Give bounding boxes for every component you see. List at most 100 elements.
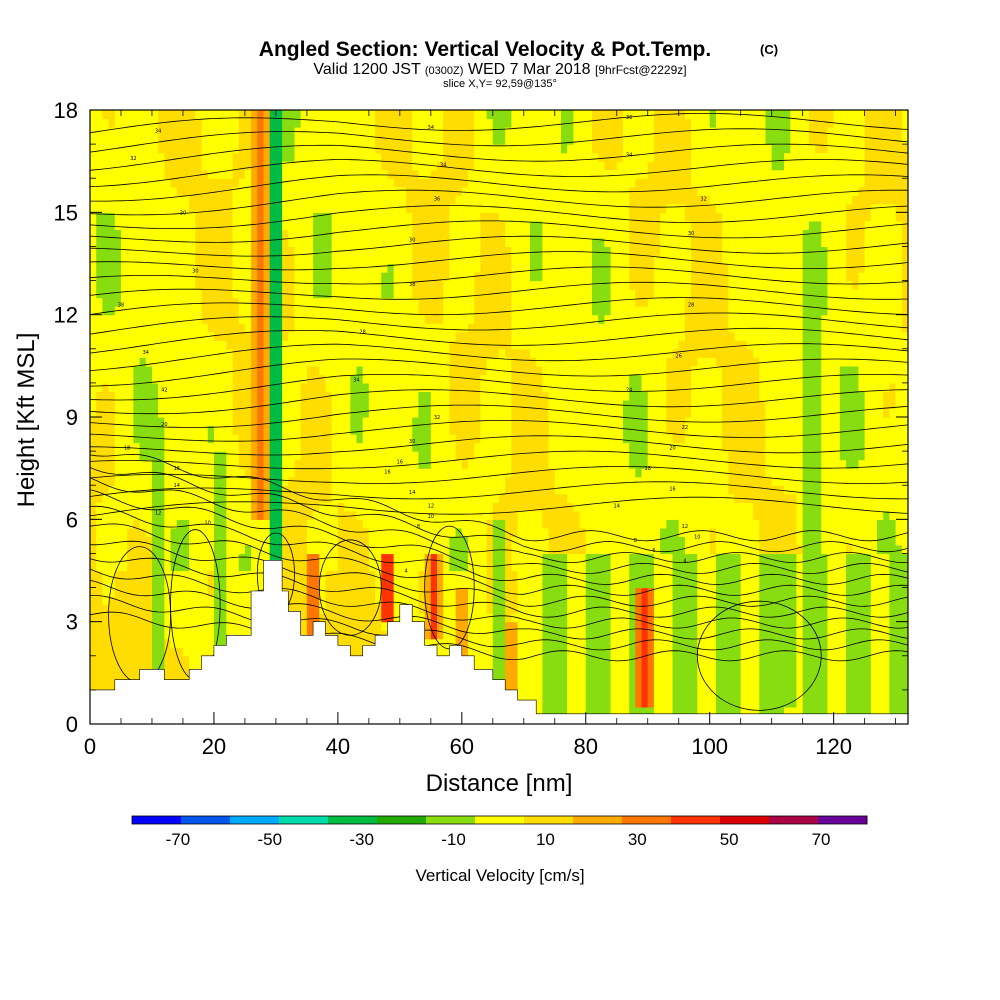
velocity-cell [362, 510, 370, 520]
velocity-cell [139, 519, 147, 529]
velocity-cell [127, 476, 134, 486]
velocity-cell [139, 263, 147, 273]
velocity-cell [189, 186, 196, 196]
velocity-cell [164, 553, 172, 563]
velocity-cell [207, 246, 215, 256]
velocity-cell [220, 638, 227, 648]
velocity-cell [356, 442, 364, 452]
velocity-cell [461, 203, 469, 213]
velocity-cell [257, 425, 265, 435]
velocity-cell [505, 365, 512, 375]
velocity-cell [486, 451, 494, 461]
velocity-cell [393, 340, 401, 350]
velocity-cell [486, 399, 494, 410]
velocity-cell [282, 536, 289, 546]
velocity-cell [176, 340, 184, 350]
velocity-cell [96, 323, 103, 333]
velocity-cell [127, 246, 134, 256]
velocity-cell [133, 246, 141, 256]
velocity-cell [306, 280, 314, 290]
velocity-cell [406, 434, 413, 444]
velocity-cell [455, 229, 463, 239]
velocity-cell [145, 348, 153, 358]
velocity-cell [430, 596, 438, 606]
velocity-cell [108, 399, 116, 410]
velocity-cell [127, 169, 134, 179]
velocity-cell [201, 357, 209, 367]
velocity-cell [96, 203, 103, 213]
velocity-cell [294, 272, 302, 282]
velocity-cell [486, 408, 494, 418]
velocity-cell [499, 365, 506, 375]
velocity-cell [232, 630, 240, 640]
velocity-cell [226, 527, 234, 537]
velocity-cell [257, 365, 265, 375]
velocity-cell [133, 280, 141, 290]
velocity-cell [486, 596, 494, 606]
velocity-cell [195, 442, 203, 452]
velocity-cell [455, 280, 463, 290]
velocity-cell [195, 161, 203, 171]
velocity-cell [220, 357, 227, 367]
velocity-cell [492, 519, 500, 529]
velocity-cell [344, 127, 351, 137]
velocity-cell [399, 110, 407, 120]
velocity-cell [251, 229, 258, 239]
velocity-cell [220, 110, 227, 120]
velocity-cell [331, 161, 339, 171]
velocity-cell [294, 536, 302, 546]
velocity-cell [238, 127, 246, 137]
velocity-cell [505, 544, 512, 555]
velocity-cell [319, 510, 327, 520]
velocity-cell [96, 110, 103, 120]
velocity-cell [331, 604, 339, 614]
velocity-cell [511, 348, 519, 358]
velocity-cell [213, 476, 221, 486]
velocity-cell [164, 493, 172, 503]
velocity-cell [226, 399, 234, 410]
velocity-cell [220, 254, 227, 265]
velocity-cell [269, 306, 277, 316]
velocity-cell [288, 391, 296, 401]
velocity-cell [474, 144, 482, 154]
velocity-cell [393, 229, 401, 239]
velocity-cell [220, 161, 227, 171]
velocity-cell [474, 613, 482, 623]
velocity-cell [474, 561, 482, 572]
velocity-cell [480, 212, 488, 222]
velocity-cell [201, 110, 209, 120]
velocity-cell [294, 468, 302, 478]
velocity-cell [443, 604, 451, 614]
velocity-cell [350, 246, 358, 256]
velocity-cell [164, 237, 172, 248]
velocity-cell [282, 340, 289, 350]
velocity-cell [238, 468, 246, 478]
velocity-cell [381, 220, 389, 230]
velocity-cell [232, 186, 240, 196]
velocity-cell [133, 604, 141, 614]
velocity-cell [275, 263, 283, 273]
velocity-cell [170, 152, 178, 162]
velocity-cell [133, 647, 141, 657]
velocity-cell [108, 297, 116, 307]
velocity-cell [331, 459, 339, 469]
velocity-cell [182, 664, 190, 674]
velocity-cell [90, 135, 97, 145]
velocity-cell [170, 323, 178, 333]
velocity-cell [158, 613, 165, 623]
velocity-cell [213, 272, 221, 282]
velocity-cell [505, 280, 512, 290]
velocity-cell [331, 621, 339, 631]
velocity-cell [195, 306, 203, 316]
velocity-cell [114, 459, 122, 469]
velocity-cell [170, 672, 178, 682]
velocity-cell [90, 544, 97, 555]
velocity-cell [443, 203, 451, 213]
velocity-cell [468, 579, 475, 589]
velocity-cell [244, 323, 252, 333]
velocity-cell [430, 186, 438, 196]
velocity-cell [511, 152, 519, 162]
velocity-cell [511, 561, 519, 572]
velocity-cell [499, 195, 506, 205]
velocity-cell [424, 408, 432, 418]
